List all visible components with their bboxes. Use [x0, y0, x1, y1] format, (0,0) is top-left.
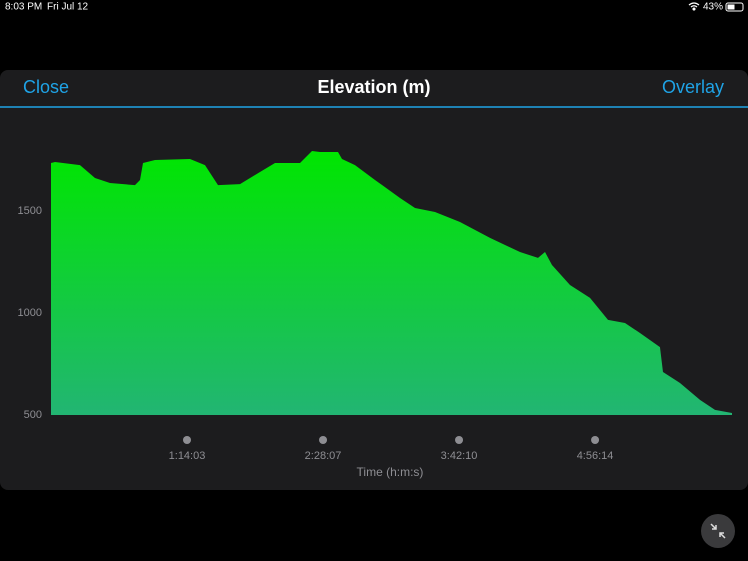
x-tick-dot	[319, 436, 328, 444]
x-tick-dot	[455, 436, 464, 444]
x-tick-label: 3:42:10	[441, 450, 478, 462]
x-tick-label: 2:28:07	[305, 450, 342, 462]
x-axis-label: Time (h:m:s)	[357, 465, 424, 479]
status-date: Fri Jul 12	[47, 2, 89, 13]
minimize-button[interactable]	[701, 514, 735, 548]
y-tick-label: 500	[24, 409, 42, 421]
x-tick-label: 1:14:03	[169, 450, 206, 462]
battery-icon	[725, 2, 744, 12]
wifi-icon	[688, 2, 700, 11]
elevation-area	[51, 151, 732, 416]
overlay-button[interactable]: Overlay	[662, 77, 724, 97]
y-tick-label: 1000	[18, 307, 42, 319]
status-time: 8:03 PM	[5, 2, 42, 13]
y-tick-label: 1500	[18, 205, 42, 217]
x-tick-dot	[182, 436, 191, 444]
close-button[interactable]: Close	[23, 77, 69, 97]
nav-title: Elevation (m)	[317, 77, 430, 97]
x-tick-dot	[591, 436, 600, 444]
battery-percent: 43%	[703, 2, 723, 13]
x-tick-label: 4:56:14	[577, 450, 614, 462]
